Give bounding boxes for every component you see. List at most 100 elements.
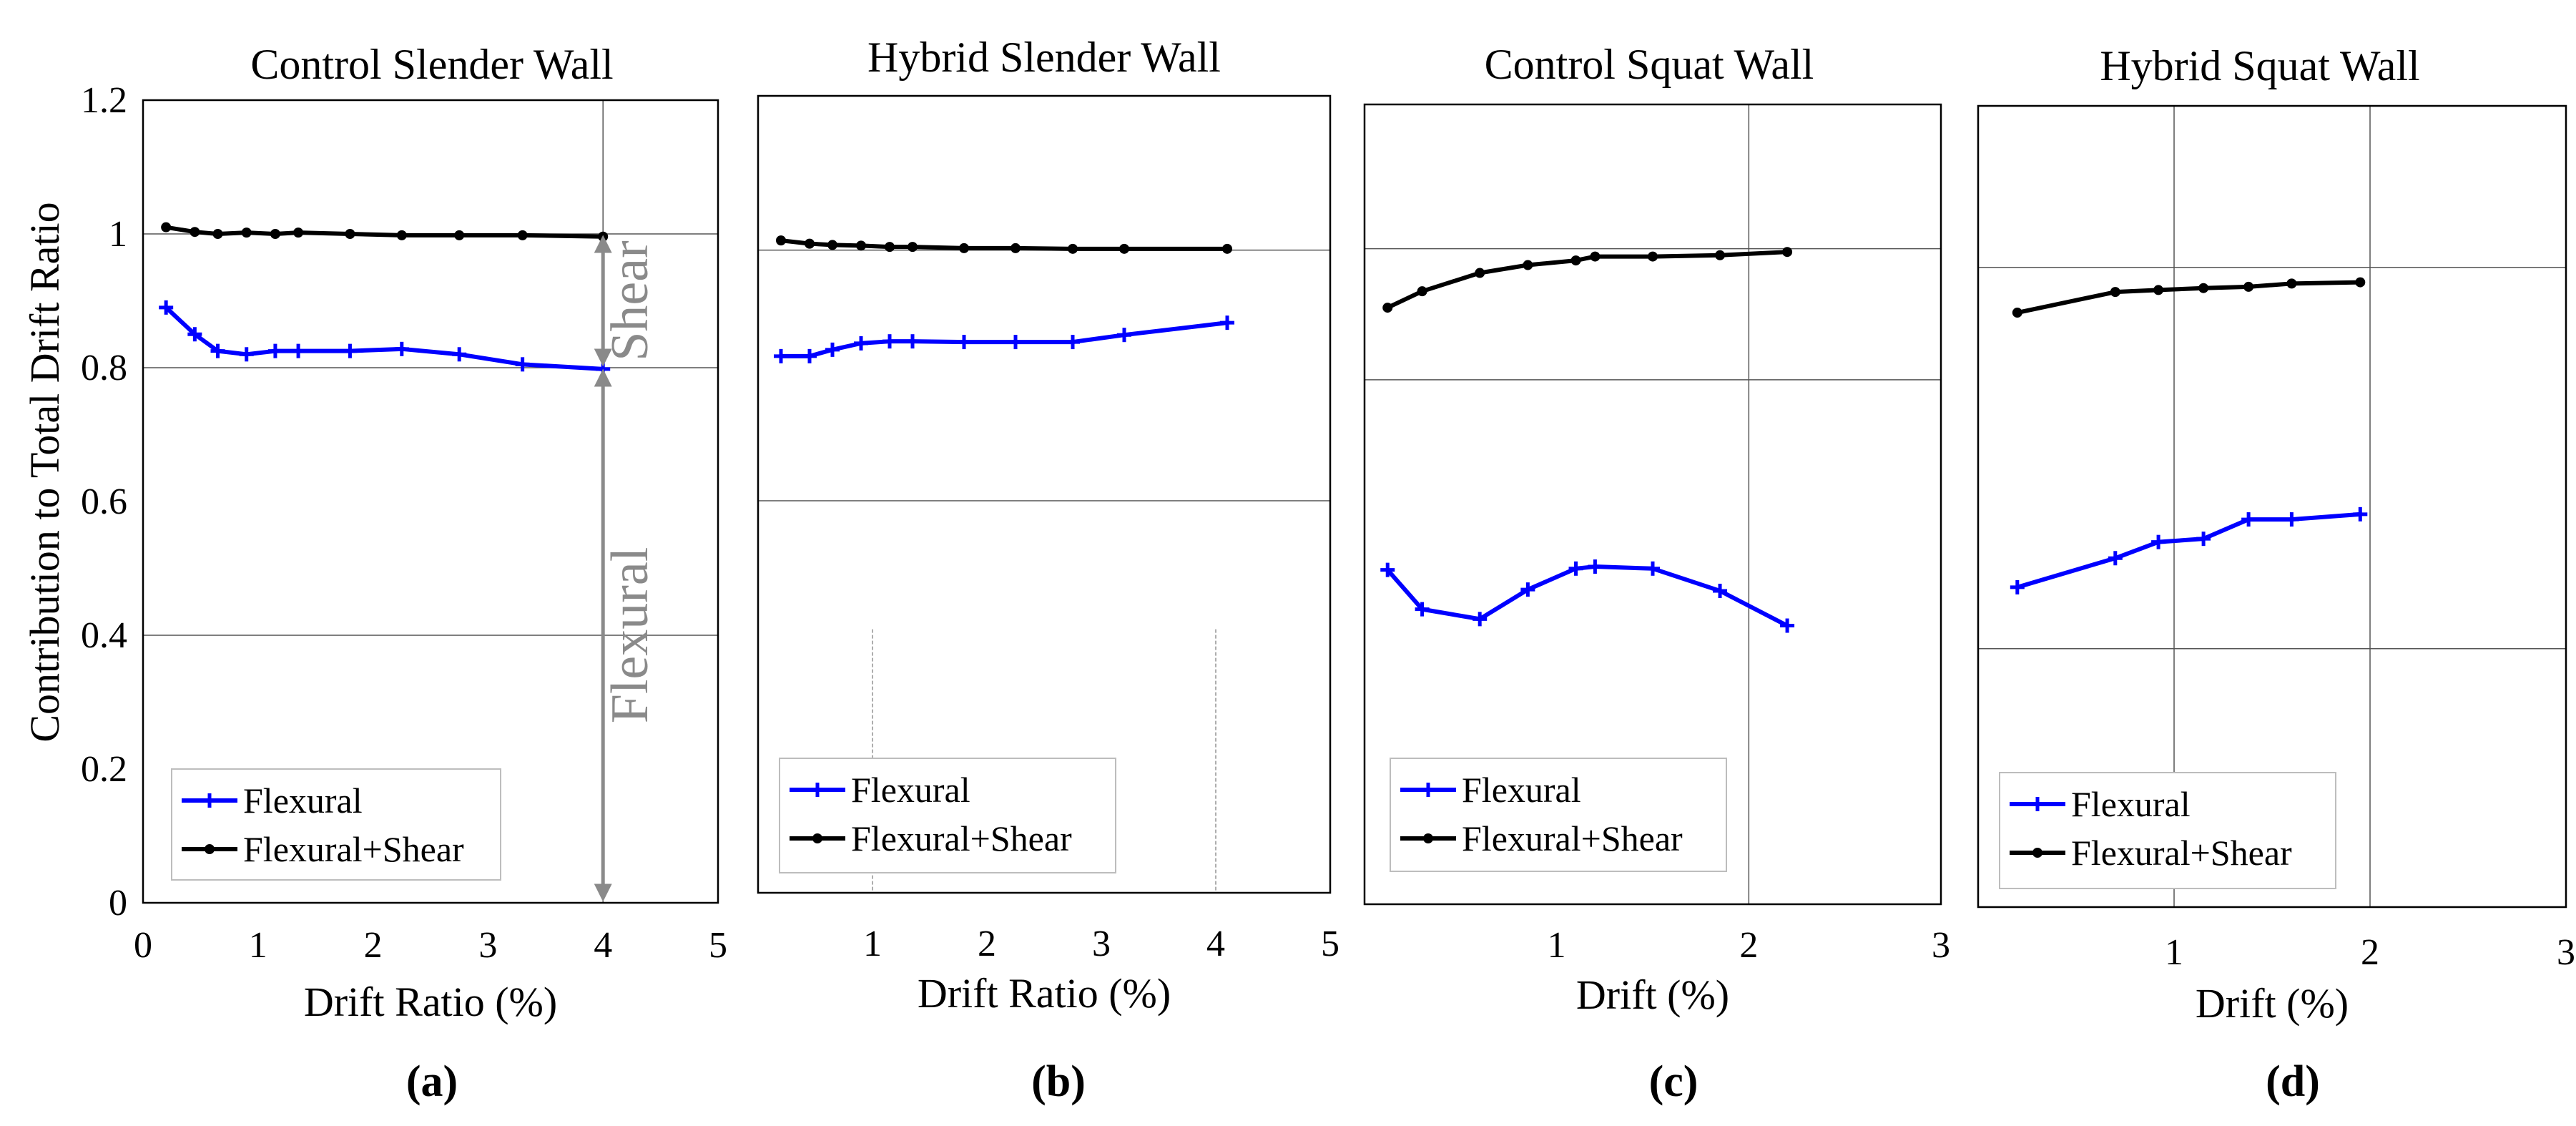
flexural-shear-point xyxy=(908,242,918,253)
legend-flexural-shear-label: Flexural+Shear xyxy=(243,829,464,869)
flexural-point xyxy=(1066,335,1080,350)
legend-flexural-shear-marker xyxy=(1423,833,1433,843)
x-tick-label: 4 xyxy=(1206,924,1225,964)
x-axis-label: Drift Ratio (%) xyxy=(304,979,557,1025)
legend-flexural-shear-label: Flexural+Shear xyxy=(1462,818,1683,858)
flexural-shear-point xyxy=(959,243,969,253)
plot-frame xyxy=(1363,103,1942,906)
flexural-point xyxy=(239,347,254,362)
flexural-shear-point xyxy=(805,238,815,249)
x-tick-label: 5 xyxy=(709,925,727,966)
flexural-point xyxy=(1415,602,1430,617)
flexural-line xyxy=(2016,511,2361,589)
flexural-point xyxy=(210,343,225,358)
flexural-point xyxy=(2151,534,2166,549)
flexural-shear-point xyxy=(856,240,866,251)
flexural-shear-point xyxy=(454,230,465,240)
flexural-shear-point xyxy=(1715,250,1726,260)
panel-1: Control Slender Wall 0 1 2 3 4 5 Drift Ratio (%… xyxy=(81,41,727,1106)
y-tick-label: 0.2 xyxy=(81,749,127,790)
flexural-shear-point xyxy=(345,229,355,239)
y-tick-label: 0.6 xyxy=(81,481,127,522)
legend: Flexural Flexural+Shear xyxy=(171,768,501,881)
y-tick-label: 1 xyxy=(109,214,127,255)
y-tick-label: 0 xyxy=(109,883,127,924)
panel-title: Control Slender Wall xyxy=(250,41,613,88)
flexural-point xyxy=(2010,579,2025,594)
flexural-shear-point xyxy=(1570,255,1581,266)
x-tick-label: 1 xyxy=(1548,925,1566,966)
flexural-point xyxy=(1646,561,1660,576)
x-tick-label: 1 xyxy=(863,924,882,964)
flexural-shear-point xyxy=(2110,287,2120,298)
flexural-shear-point xyxy=(1222,243,1232,254)
x-axis-label: Drift (%) xyxy=(1576,971,1729,1018)
flexural-shear-line xyxy=(2017,280,2361,315)
x-tick-label: 5 xyxy=(1321,924,1339,964)
flexural-shear-point xyxy=(1475,268,1485,278)
flexural-point xyxy=(1780,618,1795,633)
flexural-point xyxy=(1568,561,1583,576)
flexural-point xyxy=(2241,512,2256,527)
x-tick-label: 2 xyxy=(1739,925,1758,966)
plot-frame xyxy=(142,99,719,904)
legend-box xyxy=(779,758,1116,873)
subfigure-label: (b) xyxy=(1031,1057,1086,1106)
legend-flexural-shear-label: Flexural+Shear xyxy=(851,818,1072,858)
flexural-shear-point xyxy=(517,230,528,240)
flexural-shear-point xyxy=(270,229,280,239)
flexural-point xyxy=(452,347,467,362)
plot-frame xyxy=(757,94,1332,894)
flexural-shear-point xyxy=(1417,286,1427,297)
flexural-point xyxy=(2196,532,2211,547)
panel-2: Hybrid Slender Wall 1 2 3 4 5 Drift Ratio (%) F… xyxy=(757,34,1339,1106)
x-axis-label: Drift (%) xyxy=(2196,980,2349,1027)
flexural-point xyxy=(159,300,174,315)
legend-flexural-label: Flexural xyxy=(851,770,970,810)
flexural-point xyxy=(1588,559,1603,574)
plot-frame xyxy=(1977,104,2567,909)
flexural-point xyxy=(802,348,817,363)
flexural-shear-point xyxy=(2355,277,2366,288)
flexural-shear-point xyxy=(2153,285,2164,295)
flexural-shear-point xyxy=(161,222,172,232)
flexural-shear-point xyxy=(396,230,407,240)
flexural-shear-point xyxy=(1590,251,1601,262)
x-tick-label: 1 xyxy=(249,925,267,966)
x-tick-label: 3 xyxy=(1932,925,1950,966)
flexural-shear-point xyxy=(212,229,223,239)
y-axis-label: Contribution to Total Drift Ratio xyxy=(21,202,68,742)
flexural-point xyxy=(267,343,282,358)
flexural-point xyxy=(957,335,971,350)
flexural-shear-point xyxy=(2012,308,2022,318)
legend-flexural-shear-marker xyxy=(812,833,822,843)
flexural-shear-point xyxy=(598,231,609,242)
flexural-point xyxy=(1008,335,1023,350)
flexural-shear-point xyxy=(776,235,786,246)
legend: Flexural Flexural+Shear xyxy=(779,758,1116,873)
flexural-shear-point xyxy=(293,227,304,238)
flexural-shear-point xyxy=(1648,251,1658,262)
shear-annotation: Shear xyxy=(601,240,659,361)
flexural-line xyxy=(164,305,604,371)
flexural-point xyxy=(774,348,788,363)
flexural-point xyxy=(2284,512,2299,527)
x-axis-label: Drift Ratio (%) xyxy=(918,970,1171,1017)
x-tick-label: 2 xyxy=(364,925,383,966)
flexural-shear-line xyxy=(780,238,1227,251)
flexural-annotation: Flexural xyxy=(601,547,659,724)
legend-flexural-label: Flexural xyxy=(2071,784,2191,824)
legend-box xyxy=(1999,772,2336,889)
legend-flexural-label: Flexural xyxy=(1462,770,1581,810)
x-tick-label: 4 xyxy=(594,925,612,966)
flexural-shear-point xyxy=(190,227,200,238)
flexural-shear-line xyxy=(1386,250,1788,310)
flexural-point xyxy=(1220,315,1234,331)
legend-flexural-shear-label: Flexural+Shear xyxy=(2071,833,2292,873)
flexural-shear-point xyxy=(2198,283,2209,293)
flexural-point xyxy=(905,334,920,349)
flexural-point xyxy=(596,361,611,376)
x-tick-label: 2 xyxy=(978,924,996,964)
flexural-point xyxy=(1713,583,1728,598)
